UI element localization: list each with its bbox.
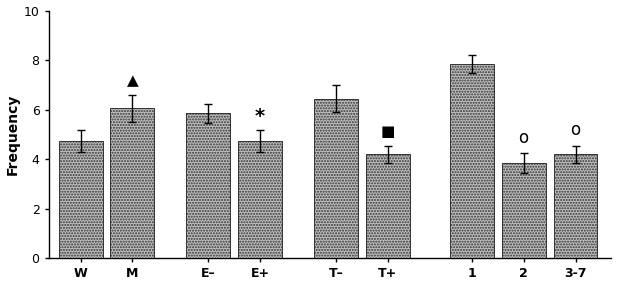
Bar — [238, 141, 282, 259]
Text: o: o — [571, 122, 581, 140]
Text: ▲: ▲ — [126, 74, 138, 89]
Bar — [110, 108, 154, 259]
Text: *: * — [255, 107, 265, 126]
Bar — [553, 154, 597, 259]
Bar — [314, 99, 358, 259]
Bar — [450, 64, 494, 259]
Bar — [186, 114, 230, 259]
Bar — [59, 141, 102, 259]
Text: o: o — [518, 129, 529, 147]
Bar — [502, 163, 545, 259]
Text: ■: ■ — [381, 124, 395, 140]
Y-axis label: Frequency: Frequency — [6, 94, 20, 175]
Bar — [366, 154, 410, 259]
